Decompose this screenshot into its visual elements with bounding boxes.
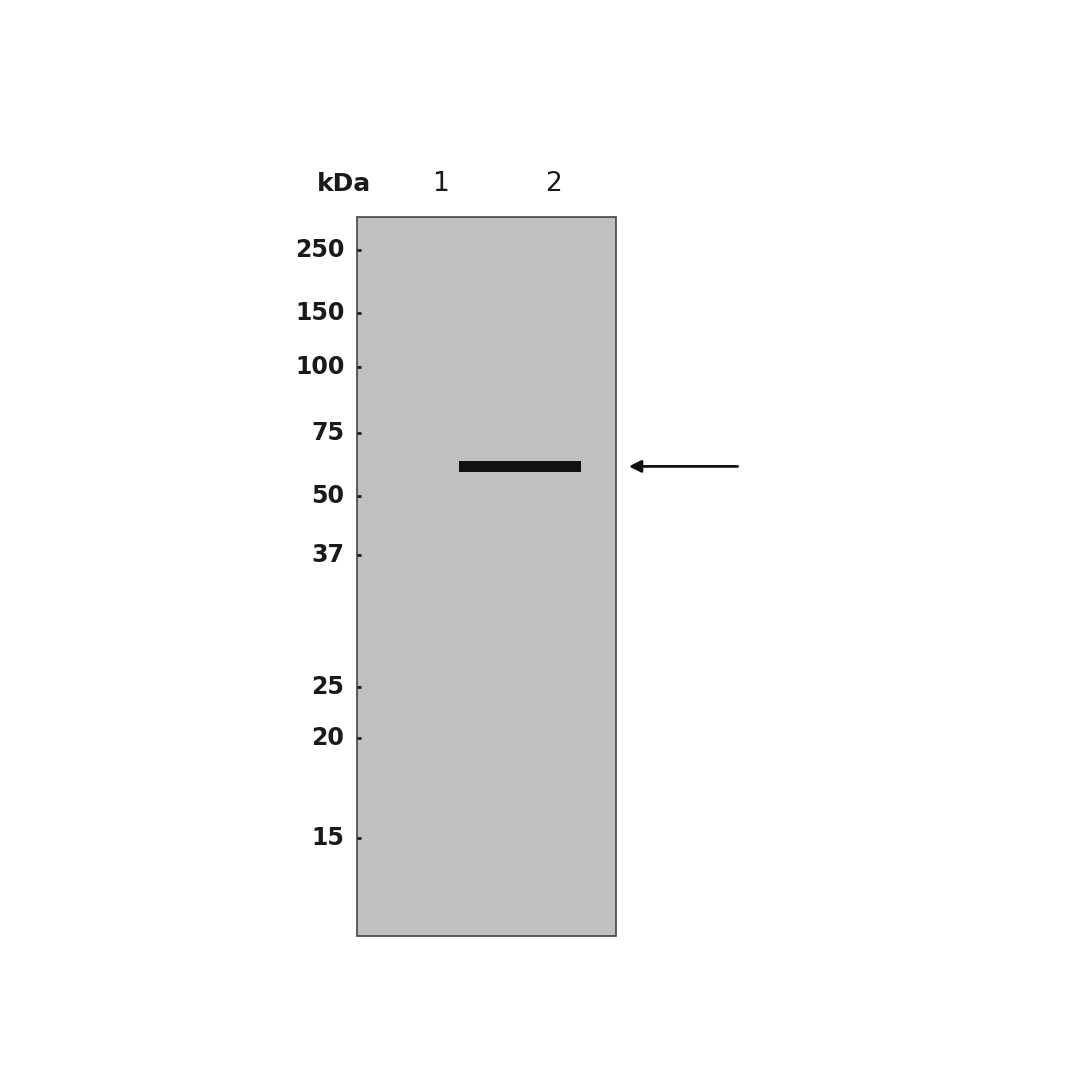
- Text: 15: 15: [311, 826, 345, 850]
- Bar: [459, 461, 581, 472]
- Text: 20: 20: [311, 727, 345, 751]
- Bar: [356, 217, 617, 936]
- Text: 50: 50: [311, 484, 345, 508]
- Text: 250: 250: [295, 239, 345, 262]
- Text: 1: 1: [432, 171, 449, 197]
- Text: 75: 75: [311, 421, 345, 445]
- Text: 25: 25: [311, 675, 345, 699]
- Text: 37: 37: [311, 543, 345, 567]
- Text: kDa: kDa: [318, 172, 372, 195]
- Text: 100: 100: [295, 354, 345, 379]
- Text: 2: 2: [545, 171, 562, 197]
- Text: 150: 150: [295, 300, 345, 325]
